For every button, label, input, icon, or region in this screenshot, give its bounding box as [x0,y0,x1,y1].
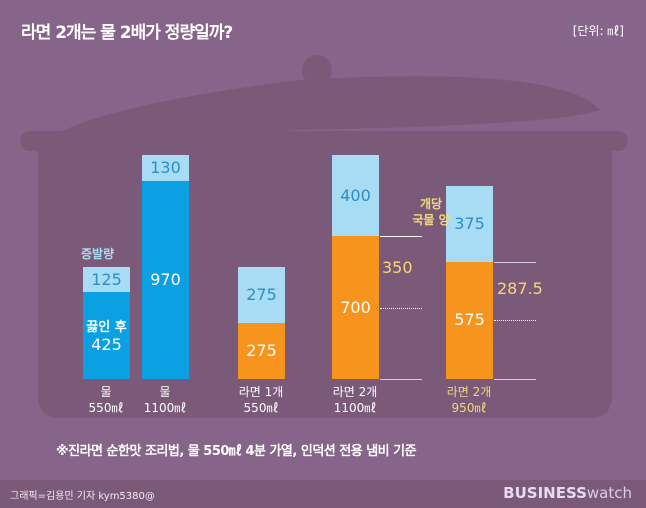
half-line [380,307,422,309]
bar-segment-top [142,155,189,182]
category-label-line: 1100㎖ [333,401,377,415]
bottom-sublabel: 끓인 후 [86,319,127,335]
bar-segment-bottom [142,181,189,379]
pot-lid-knob [302,55,332,85]
value-label-top: 125 [91,269,122,289]
per-pack-value: 350 [382,258,413,278]
bar-segment-top [238,267,285,323]
bar: 125 끓인 후 425 [83,267,130,379]
category-label-line: 950㎖ [451,401,487,415]
category-label-line: 라면 1개 [238,385,284,399]
bar: 400 700 [332,155,379,379]
per-pack-label-line: 국물 양 [412,213,450,227]
baseline [380,379,422,380]
bar-segment-bottom [446,261,493,379]
value-label-bottom: 275 [246,341,277,360]
top-sublabel: 증발량 [81,247,115,261]
category-label: 라면 2개 950㎖ [429,384,509,416]
category-label-line: 550㎖ [88,401,124,415]
bar: 130 970 [142,155,189,379]
bar-segment-bottom [238,323,285,379]
footnote: ※진라면 순한맛 조리법, 물 550㎖ 4분 가열, 인덕션 전용 냄비 기준 [56,444,417,459]
value-label-top: 375 [454,213,485,233]
bar-segment-top [446,185,493,262]
category-label-line: 라면 2개 [446,385,492,399]
bar: 275 275 [238,267,285,379]
businesswatch-logo: BUSINESSwatch [503,484,632,502]
category-label-line: 550㎖ [243,401,279,415]
bar-segment-bottom [332,236,379,379]
bar-segment-top [332,155,379,237]
bar: 375 575 [446,185,493,379]
footer-band [0,480,646,508]
category-label-line: 물 [100,385,112,399]
per-pack-label-line: 개당 [419,197,443,211]
category-label: 라면 1개 550㎖ [221,384,301,416]
category-label: 물 550㎖ [66,384,146,416]
bottom-value: 425 [91,334,122,354]
unit-label: [단위: ㎖] [572,24,624,38]
half-line [494,320,536,322]
divider-line [380,236,422,238]
category-label: 라면 2개 1100㎖ [315,384,395,416]
bar-segment-top [83,267,130,293]
divider-line [494,261,536,263]
value-label-top: 400 [340,185,371,205]
value-label-bottom: 끓인 후 425 [83,316,130,354]
pot-rim [20,131,628,151]
value-label-top: 275 [246,285,277,304]
category-label-line: 1100㎖ [143,401,187,415]
bar-segment-bottom [83,292,130,379]
value-label-bottom: 970 [150,270,181,290]
category-label-line: 물 [159,385,171,399]
category-label-line: 라면 2개 [332,385,378,399]
value-label-bottom: 700 [340,297,371,317]
page-title: 라면 2개는 물 2배가 정량일까? [21,23,233,43]
value-label-top: 130 [150,158,181,178]
value-label-bottom: 575 [454,310,485,330]
baseline [494,379,536,380]
graphic-credit: 그래픽=김용민 기자 kym5380@ [10,491,155,502]
category-label: 물 1100㎖ [125,384,205,416]
per-pack-value: 287.5 [497,278,543,298]
